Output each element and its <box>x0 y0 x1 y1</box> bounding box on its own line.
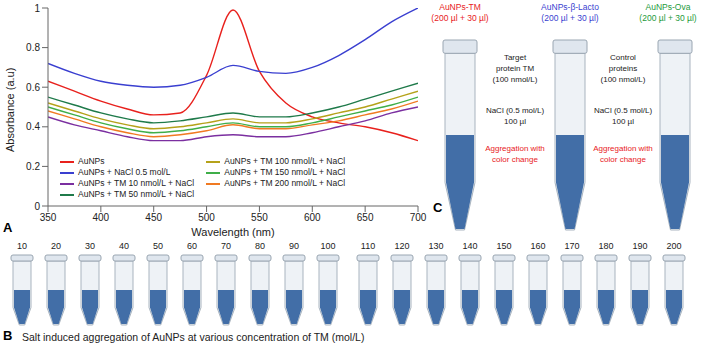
svg-text:600: 600 <box>304 212 321 223</box>
html-text:B: B <box>3 328 13 343</box>
html-text:(200 µl + 30 µl): (200 µl + 30 µl) <box>541 13 599 23</box>
html-text:Target: Target <box>503 53 527 62</box>
html-text:50: 50 <box>153 241 163 251</box>
html-text:AuNPs + TM 100 nmol/L + NaCl: AuNPs + TM 100 nmol/L + NaCl <box>224 156 346 166</box>
svg-text:450: 450 <box>145 212 162 223</box>
svg-text:0.6: 0.6 <box>26 82 40 93</box>
svg-text:350: 350 <box>40 212 57 223</box>
html-text:AuNPs-β-Lacto: AuNPs-β-Lacto <box>541 2 599 12</box>
html-text:AuNPs + TM 10 nmol/L + NaCl: AuNPs + TM 10 nmol/L + NaCl <box>78 178 195 188</box>
html-text:100 µl: 100 µl <box>612 117 634 126</box>
html-text:110: 110 <box>360 241 376 251</box>
html-text:Aggregation with: Aggregation with <box>593 144 653 153</box>
svg-text:Wavelength (nm): Wavelength (nm) <box>191 226 274 238</box>
html-text:180: 180 <box>598 241 614 251</box>
svg-text:700: 700 <box>410 212 427 223</box>
svg-text:0: 0 <box>34 201 40 212</box>
html-text:Aggregation with: Aggregation with <box>485 144 545 153</box>
html-text:130: 130 <box>428 241 444 251</box>
html-text:color change: color change <box>492 155 538 164</box>
html-text:protein TM: protein TM <box>496 64 534 73</box>
html-text:40: 40 <box>119 241 129 251</box>
html-text:90: 90 <box>289 241 299 251</box>
html-text:20: 20 <box>51 241 61 251</box>
html-text:AuNPs + TM 200 nmol/L + NaCl: AuNPs + TM 200 nmol/L + NaCl <box>224 178 346 188</box>
svg-text:0.8: 0.8 <box>26 42 40 53</box>
html-text:(200 µl + 30 µl): (200 µl + 30 µl) <box>431 13 489 23</box>
html-text:color change: color change <box>600 155 646 164</box>
html-text:AuNPs: AuNPs <box>78 156 105 166</box>
svg-text:550: 550 <box>251 212 268 223</box>
html-text:AuNPs-Ova: AuNPs-Ova <box>645 2 691 12</box>
html-text:10: 10 <box>17 241 27 251</box>
html-text:AuNPs + NaCl 0.5 mol/L: AuNPs + NaCl 0.5 mol/L <box>78 167 171 177</box>
html-text:150: 150 <box>496 241 512 251</box>
html-text:60: 60 <box>187 241 197 251</box>
svg-text:650: 650 <box>357 212 374 223</box>
html-text:100: 100 <box>320 241 336 251</box>
html-text:NaCl (0.5 mol/L): NaCl (0.5 mol/L) <box>593 106 653 115</box>
html-text:140: 140 <box>462 241 478 251</box>
html-text:70: 70 <box>221 241 231 251</box>
html-text:160: 160 <box>530 241 546 251</box>
html-text:(100 nmol/L): (100 nmol/L) <box>492 75 538 84</box>
html-text:(200 µl + 30 µl): (200 µl + 30 µl) <box>639 13 697 23</box>
svg-text:500: 500 <box>198 212 215 223</box>
html-text:(100 nmol/L): (100 nmol/L) <box>600 75 646 84</box>
svg-text:Absorbance (a.u): Absorbance (a.u) <box>4 68 16 152</box>
html-text:100 µl: 100 µl <box>504 117 526 126</box>
html-text:C: C <box>433 200 443 215</box>
html-text:170: 170 <box>564 241 580 251</box>
svg-text:1: 1 <box>34 3 40 14</box>
html-text:120: 120 <box>394 241 410 251</box>
html-text:80: 80 <box>255 241 265 251</box>
html-text:30: 30 <box>85 241 95 251</box>
svg-text:0.4: 0.4 <box>26 121 40 132</box>
html-text:Salt induced aggregation of Au: Salt induced aggregation of AuNPs at var… <box>22 331 365 343</box>
html-text:A: A <box>3 220 13 235</box>
html-text:AuNPs-TM: AuNPs-TM <box>439 2 481 12</box>
html-text:200: 200 <box>666 241 682 251</box>
svg-text:400: 400 <box>93 212 110 223</box>
html-text:NaCl (0.5 mol/L): NaCl (0.5 mol/L) <box>485 106 545 115</box>
html-text:Control: Control <box>610 53 636 62</box>
html-text:AuNPs + TM 150 nmol/L + NaCl: AuNPs + TM 150 nmol/L + NaCl <box>224 167 346 177</box>
html-text:proteins: proteins <box>608 64 638 73</box>
html-text:AuNPs + TM 50 nmol/L + NaCl: AuNPs + TM 50 nmol/L + NaCl <box>78 189 195 199</box>
svg-text:0.2: 0.2 <box>26 161 40 172</box>
html-text:190: 190 <box>632 241 648 251</box>
